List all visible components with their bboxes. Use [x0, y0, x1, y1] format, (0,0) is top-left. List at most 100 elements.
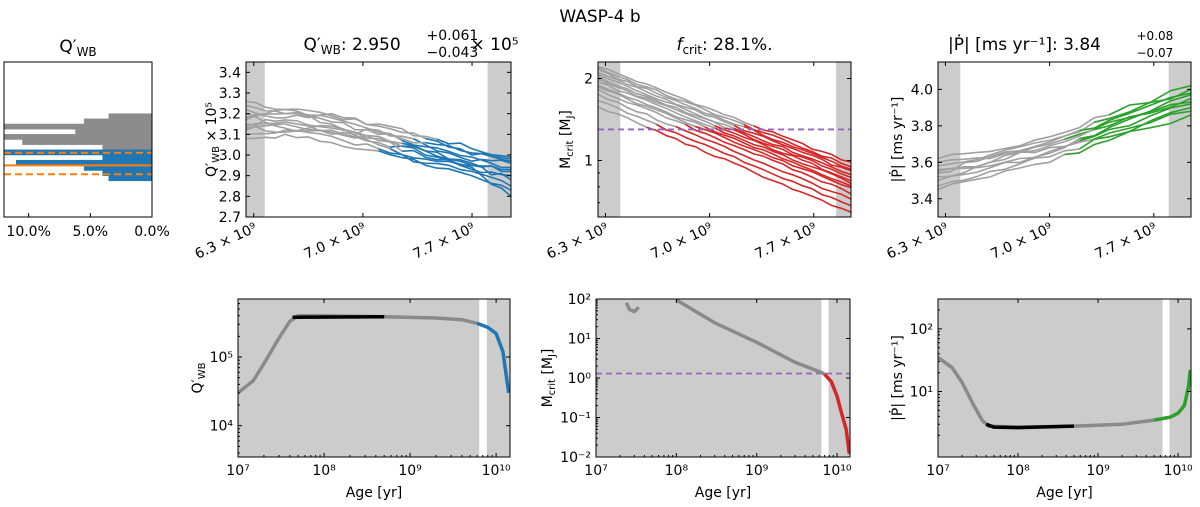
q_zoom-series-line — [246, 133, 379, 152]
q_zoom-series-line — [246, 129, 391, 154]
m_full-ylabel-part: [M — [540, 357, 556, 379]
m_full-panel: 10⁷ 10⁸ 10⁹ 10¹⁰ 10⁻² 10⁻¹ 10⁰ 10¹ 10² Age [yr] Mc… — [540, 292, 852, 501]
m_zoom-ytick-label: 1 — [584, 153, 593, 169]
m_full-ylabel-part: ] — [540, 349, 556, 354]
m_full-ytick-label: 10⁻² — [560, 450, 591, 466]
q_zoom-ylabel-part: Q′ — [204, 163, 220, 177]
q-zoom-title-sub: WB — [321, 43, 341, 57]
q_zoom-ylabel-part: WB — [211, 146, 222, 163]
p_zoom-ytick-label: 3.6 — [911, 155, 933, 171]
q_full-background — [238, 299, 510, 457]
p_zoom-ylabel: |Ṗ| [ms yr⁻¹] — [888, 97, 906, 183]
p_zoom-xtick-label: 7.0 × 10⁹ — [988, 220, 1055, 263]
m_zoom-series-line — [598, 86, 706, 131]
p_zoom-series-line-colored — [1108, 84, 1191, 116]
p_full-plot-area — [938, 299, 1191, 457]
p-zoom-title-sup: +0.08 — [1137, 29, 1174, 43]
p_zoom-plot-area — [938, 62, 1191, 217]
q-zoom-title-tail: × 10⁵ — [471, 35, 519, 55]
m-zoom-title: fcrit: 28.1%. — [676, 35, 772, 57]
p_zoom-shade-right — [1168, 62, 1191, 217]
p_zoom-xtick-label: 7.7 × 10⁹ — [1093, 220, 1160, 263]
p_zoom-series-line — [938, 148, 1080, 187]
q_zoom-ytick-label: 2.7 — [219, 210, 241, 226]
m_zoom-ylabel-part: M — [558, 157, 574, 169]
m_zoom-series-line-critical — [704, 126, 851, 187]
m-zoom-title-f: f — [676, 35, 685, 55]
p_zoom-ytick-label: 3.4 — [911, 192, 933, 208]
p_full-panel: 10⁷ 10⁸ 10⁹ 10¹⁰ 10¹ 10² Age [yr] |Ṗ| [ms yr⁻¹] — [888, 298, 1193, 501]
p_zoom-series-line-colored — [1064, 97, 1191, 141]
p_zoom-series-line — [938, 152, 1080, 191]
m_zoom-ytick-label: 2 — [584, 72, 593, 88]
histogram-bar — [102, 144, 153, 151]
p_zoom-series-line-colored — [1064, 114, 1191, 156]
m_zoom-xtick-label: 6.3 × 10⁹ — [544, 220, 611, 263]
q_full-xtick-label: 10⁸ — [312, 463, 336, 479]
p_full-xtick-label: 10⁹ — [1086, 463, 1110, 479]
p_full-window-band — [1162, 299, 1170, 457]
q_zoom-ytick-label: 3.2 — [219, 107, 241, 123]
p_zoom-series-line — [938, 133, 1080, 182]
m_zoom-series-line-critical — [646, 126, 851, 213]
q_full-ylabel-part: Q′ — [190, 379, 206, 393]
m_zoom-series-line — [598, 68, 754, 131]
m_zoom-series-line-critical — [733, 124, 851, 172]
p_full-xlabel: Age [yr] — [1036, 485, 1093, 501]
m_full-track-grey — [675, 299, 826, 376]
m_zoom-series-line — [598, 88, 696, 131]
p_full-xtick-label: 10⁷ — [926, 463, 949, 479]
q_full-ylabel: Q′WB — [190, 362, 208, 393]
m_full-window-band — [821, 299, 829, 457]
q_zoom-xtick-label: 7.0 × 10⁹ — [302, 220, 369, 263]
m_full-xtick-label: 10¹⁰ — [823, 463, 852, 479]
hist-title-main: Q′ — [59, 37, 76, 57]
m_full-ylabel-part: M — [540, 395, 556, 407]
q_zoom-series-line-colored — [425, 141, 511, 162]
m_zoom-series-line-critical — [685, 123, 851, 195]
histogram-bar — [3, 123, 153, 130]
m_zoom-series-line — [598, 99, 667, 131]
m_full-ytick-label: 10² — [568, 292, 591, 308]
m_full-plot-area — [596, 299, 850, 457]
m_zoom-series-line-critical — [714, 127, 851, 185]
q_zoom-ylabel-part: × 10⁵ — [204, 102, 220, 146]
histogram-bar — [108, 175, 153, 182]
p_zoom-series-line — [938, 114, 1110, 160]
q_zoom-ylabel: Q′WB × 10⁵ — [204, 102, 222, 177]
m_zoom-ylabel: Mcrit [MJ] — [558, 110, 576, 169]
m_zoom-series-line-critical — [743, 123, 851, 168]
p_full-xtick-label: 10¹⁰ — [1164, 463, 1193, 479]
m_full-ylabel-part: J — [547, 354, 558, 358]
p_zoom-series-line — [938, 127, 1095, 174]
q-zoom-title-sup: +0.061 — [427, 28, 479, 44]
q_full-window-band — [479, 299, 487, 457]
m_zoom-plot-area — [598, 62, 851, 217]
m_zoom-ylabel-part: crit — [565, 140, 576, 156]
m_zoom-series-line-critical — [743, 125, 851, 170]
m_full-ylabel-part: crit — [547, 379, 558, 395]
m_full-ytick-label: 10⁰ — [568, 371, 592, 387]
p_full-frame — [937, 298, 1192, 458]
histogram-bar — [3, 134, 153, 140]
q_full-ytick-label: 10⁴ — [210, 419, 234, 435]
m_full-xtick-label: 10⁷ — [584, 463, 607, 479]
q_zoom-series-line-colored — [413, 138, 511, 165]
q_zoom-series-line — [246, 112, 426, 144]
p_full-ylabel: |Ṗ| [ms yr⁻¹] — [888, 335, 906, 421]
m_zoom-frame — [597, 61, 852, 218]
q_zoom-plot-area — [246, 62, 511, 217]
q-zoom-title-main: Q′ — [304, 35, 321, 55]
q_zoom-ytick-label: 2.9 — [219, 169, 241, 185]
q_zoom-ytick-label: 3.3 — [219, 86, 241, 102]
p_full-track-grey — [938, 355, 1155, 429]
m_full-track-colored — [823, 373, 850, 455]
p_zoom-series-line — [938, 134, 1095, 178]
m_full-ytick-label: 10⁻¹ — [560, 411, 591, 427]
m_zoom-series-line — [598, 73, 745, 134]
m_zoom-xtick-label: 7.0 × 10⁹ — [648, 220, 715, 263]
p-zoom-title: |Ṗ| [ms yr⁻¹]: 3.84 — [948, 34, 1101, 55]
hist-title: Q′WB — [59, 37, 96, 59]
q_full-panel: 10⁷ 10⁸ 10⁹ 10¹⁰ 10⁴ 10⁵ Age [yr] Q′WB — [190, 298, 511, 501]
q_full-track-colored — [476, 321, 510, 394]
